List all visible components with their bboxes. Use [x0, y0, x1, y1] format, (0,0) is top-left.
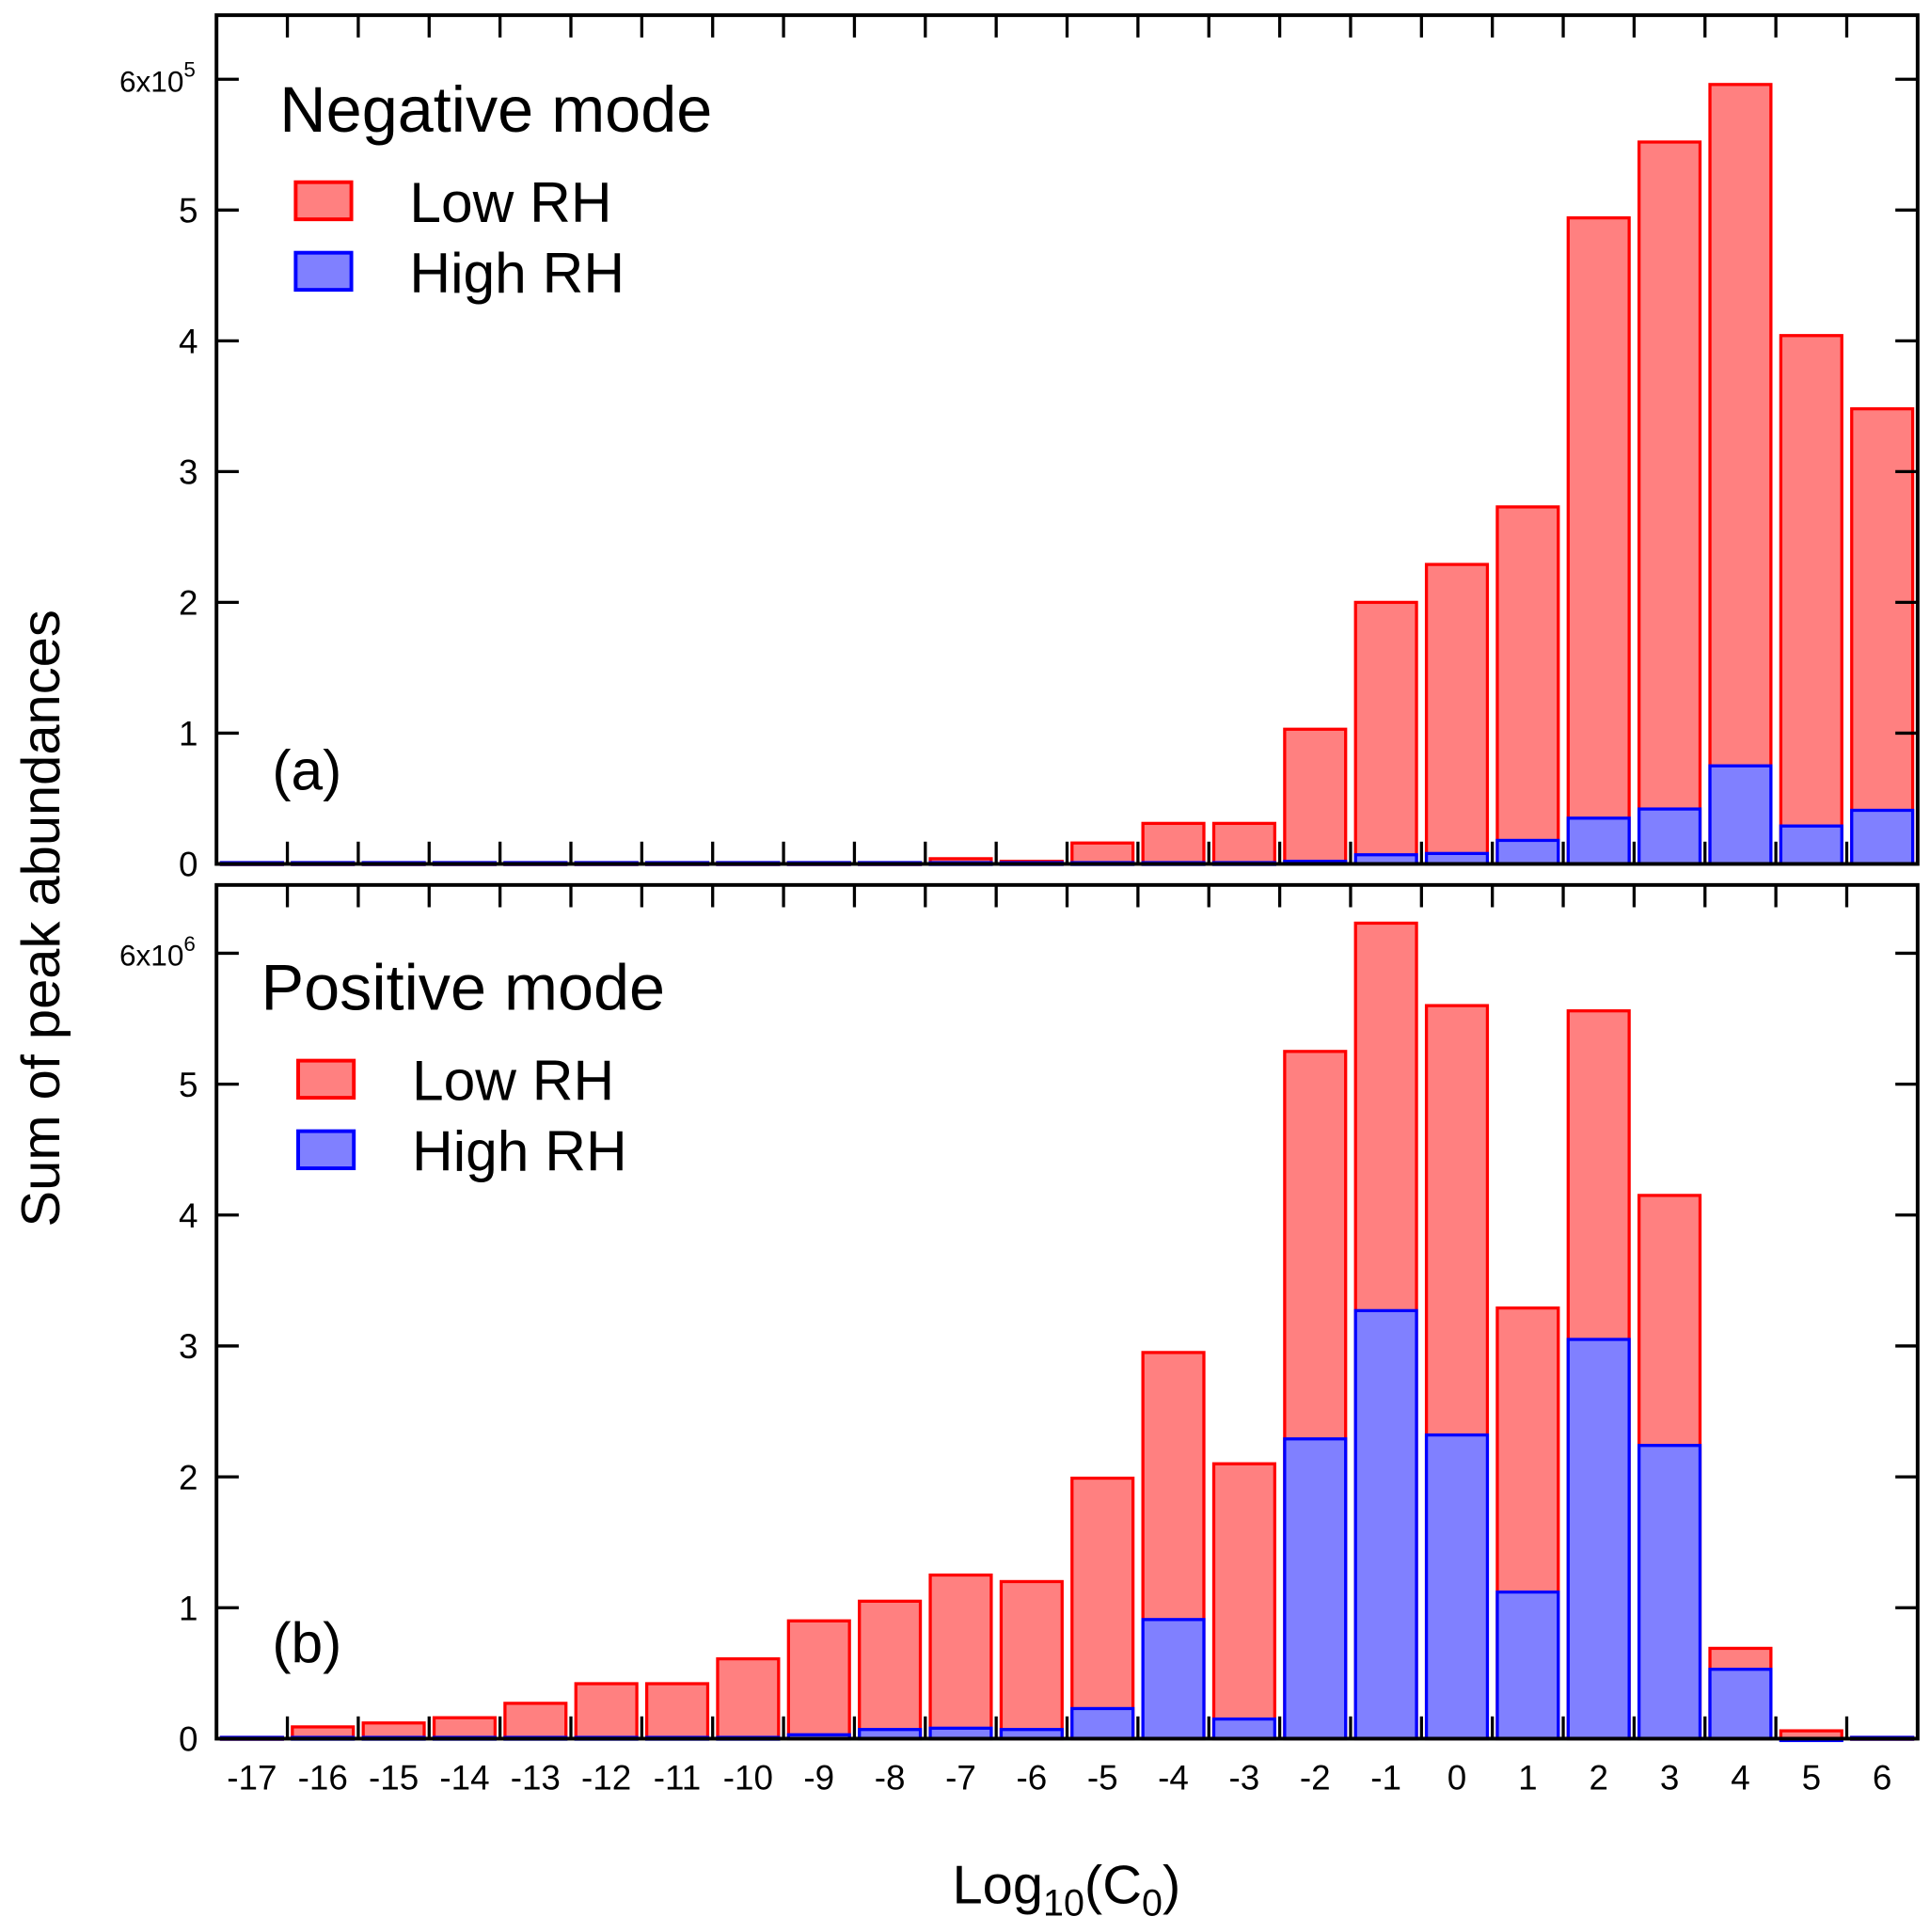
x-tick-label: -2: [1300, 1758, 1331, 1797]
x-tick-label: -8: [875, 1758, 906, 1797]
bar-low-rh-1: [1495, 505, 1560, 866]
y-tick-label: 5: [179, 191, 198, 230]
x-tick-label: -16: [298, 1758, 348, 1797]
y-tick-label: 0: [179, 1720, 198, 1759]
x-tick-label: 0: [1448, 1758, 1466, 1797]
y-tick-label-multiplier: 6x105: [119, 58, 196, 99]
bar-low-rh--8: [858, 1599, 923, 1741]
bar-low-rh--3: [1211, 1462, 1276, 1741]
bar-low-rh-4: [1708, 83, 1773, 866]
bar-high-rh-5: [1779, 824, 1843, 866]
x-tick-label: 2: [1589, 1758, 1607, 1797]
bar-low-rh--11: [644, 1682, 710, 1741]
bar-high-rh-4: [1708, 764, 1773, 866]
y-tick-label: 2: [179, 584, 198, 623]
y-tick-label: 4: [179, 1196, 198, 1235]
bar-low-rh--2: [1283, 727, 1348, 866]
legend-label: High RH: [412, 1119, 627, 1183]
x-tick-label: -5: [1087, 1758, 1118, 1797]
bar-high-rh--5: [1070, 1706, 1135, 1741]
x-tick-label: -11: [654, 1758, 701, 1797]
y-tick-label: 0: [179, 846, 198, 884]
x-tick-label: -13: [511, 1758, 561, 1797]
bar-high-rh--3: [1211, 1717, 1276, 1741]
bar-low-rh--3: [1211, 821, 1276, 866]
bar-high-rh-2: [1566, 1338, 1631, 1741]
x-tick-label: 6: [1873, 1758, 1891, 1797]
bar-low-rh--1: [1353, 600, 1418, 866]
bar-high-rh-1: [1495, 1590, 1560, 1741]
bar-high-rh--2: [1283, 1437, 1348, 1741]
x-tick-label: 5: [1802, 1758, 1821, 1797]
y-tick-label: 4: [179, 322, 198, 360]
legend-swatch-high-rh: [296, 1129, 356, 1171]
x-tick-label: -12: [581, 1758, 631, 1797]
bar-high-rh-4: [1708, 1668, 1773, 1741]
x-tick-label: -7: [945, 1758, 976, 1797]
x-tick-label: -9: [803, 1758, 834, 1797]
legend-swatch-high-rh: [293, 250, 354, 293]
x-tick-label: -15: [369, 1758, 419, 1797]
legend-label: High RH: [409, 241, 625, 305]
bar-low-rh-2: [1566, 215, 1631, 866]
legend-label: Low RH: [409, 170, 611, 234]
panel-label: (a): [272, 738, 341, 802]
panel-label: (b): [272, 1610, 341, 1674]
y-tick-label-multiplier: 6x106: [119, 932, 196, 973]
x-tick-label: 1: [1518, 1758, 1537, 1797]
bar-high-rh-1: [1495, 838, 1560, 866]
x-tick-label: -14: [439, 1758, 489, 1797]
panel-a: 0 1 2 3 4 5 6x105 Negative mode Low RH High RH (a): [119, 13, 1920, 884]
y-tick-label: 5: [179, 1066, 198, 1104]
bar-low-rh-3: [1637, 140, 1702, 866]
bar-low-rh--10: [716, 1656, 781, 1741]
bar-low-rh--5: [1070, 841, 1135, 866]
x-axis-label: Log10(C0): [952, 1855, 1180, 1924]
legend-label: Low RH: [412, 1049, 614, 1113]
y-axis-label: Sum of peak abundances: [11, 610, 71, 1227]
bar-low-rh-6: [1850, 406, 1915, 866]
x-tick-label: -17: [227, 1758, 277, 1797]
panel-title: Positive mode: [261, 953, 666, 1024]
y-tick-label: 2: [179, 1458, 198, 1497]
y-tick-label: 1: [179, 715, 198, 753]
bar-high-rh-2: [1566, 816, 1631, 866]
bar-high-rh-0: [1424, 1433, 1490, 1741]
bar-low-rh-5: [1779, 334, 1843, 866]
panel-title: Negative mode: [279, 74, 712, 146]
bar-low-rh--9: [786, 1619, 851, 1741]
bar-high-rh-3: [1637, 807, 1702, 866]
x-tick-label: -3: [1229, 1758, 1260, 1797]
x-tick-label: -4: [1158, 1758, 1189, 1797]
x-tick-label: -1: [1370, 1758, 1401, 1797]
bar-high-rh-6: [1850, 808, 1915, 866]
bar-low-rh--6: [999, 1579, 1064, 1741]
bar-low-rh--13: [503, 1702, 568, 1741]
legend-swatch-low-rh: [296, 1058, 356, 1101]
bar-high-rh-3: [1637, 1444, 1702, 1741]
bar-high-rh--4: [1141, 1618, 1206, 1741]
y-tick-label: 3: [179, 1327, 198, 1366]
bar-low-rh--4: [1141, 821, 1206, 866]
x-tick-label: -10: [723, 1758, 773, 1797]
bar-low-rh-0: [1424, 562, 1490, 866]
legend-swatch-low-rh: [293, 180, 354, 222]
y-tick-label: 1: [179, 1589, 198, 1627]
y-tick-label: 3: [179, 453, 198, 492]
bar-high-rh--1: [1353, 1308, 1418, 1741]
bar-low-rh--14: [432, 1716, 498, 1741]
bar-low-rh--7: [928, 1573, 993, 1741]
legend: Low RH High RH: [293, 170, 625, 305]
bar-low-rh--12: [574, 1682, 639, 1741]
bar-low-rh--5: [1070, 1476, 1135, 1741]
x-tick-label: 3: [1660, 1758, 1679, 1797]
x-tick-label: 4: [1731, 1758, 1749, 1797]
x-tick-label: -6: [1016, 1758, 1047, 1797]
